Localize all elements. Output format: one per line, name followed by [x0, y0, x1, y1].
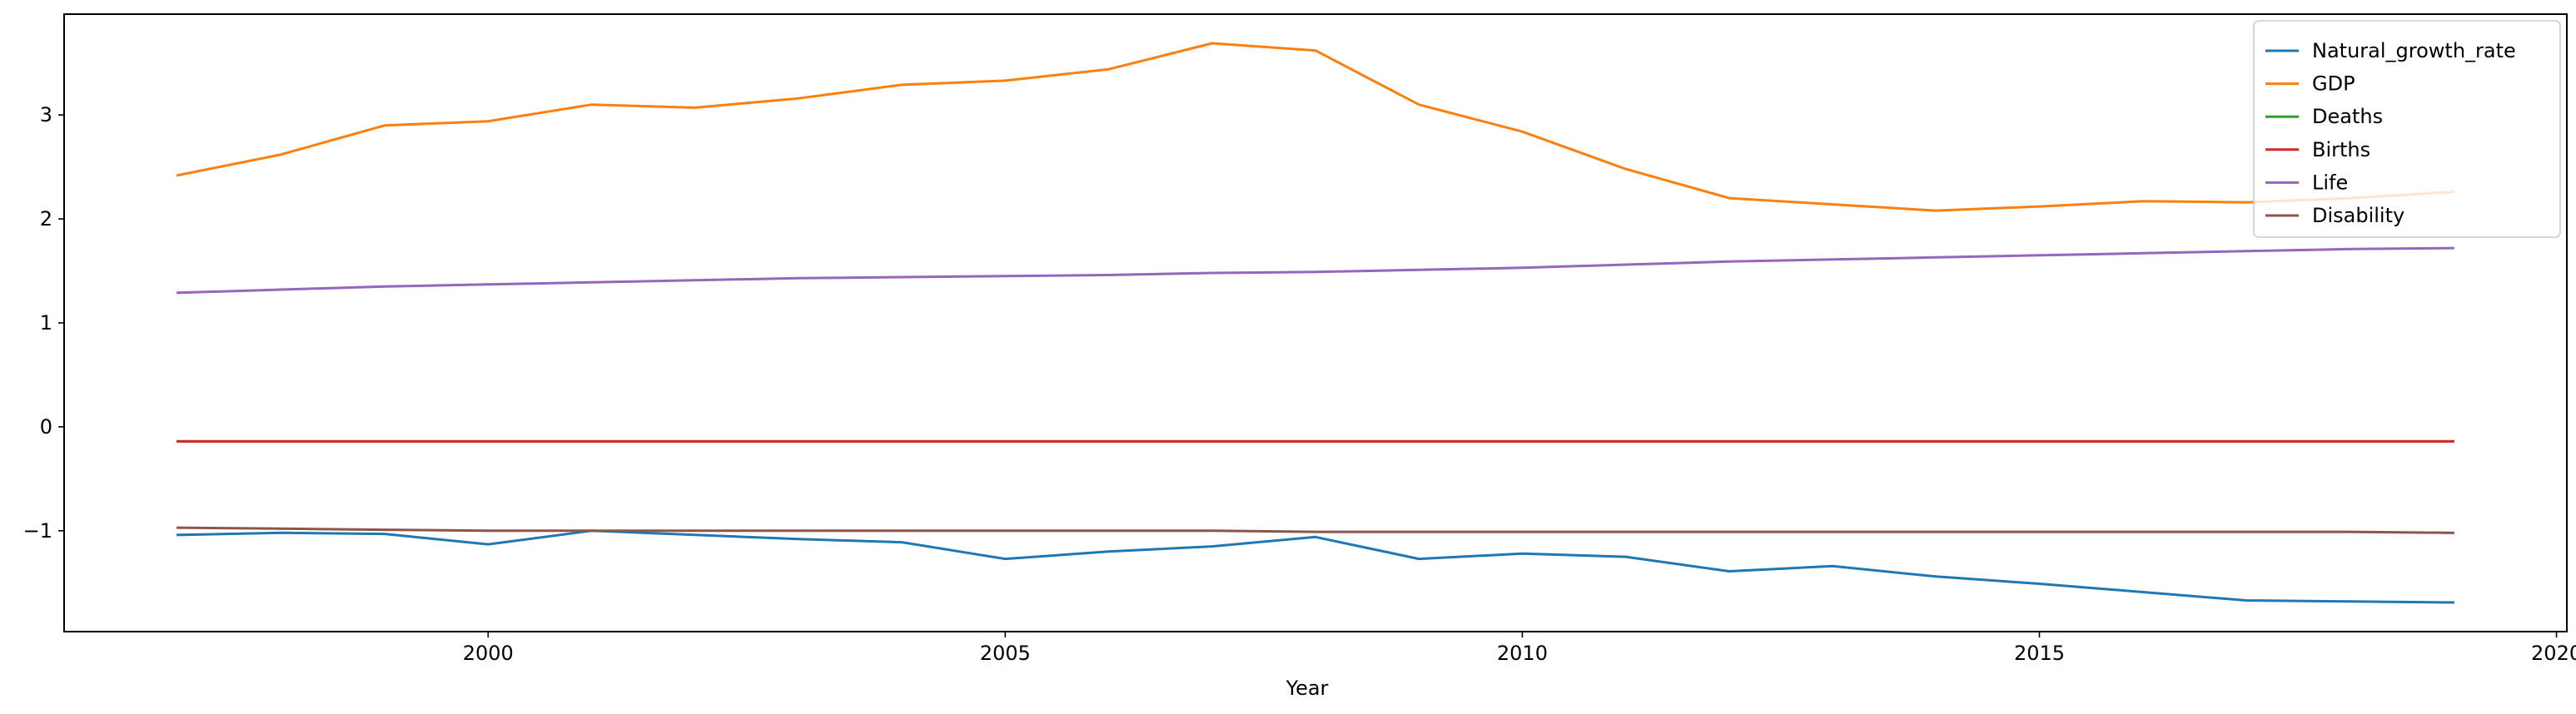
x-tick-label: 2005 — [980, 642, 1031, 665]
y-tick-label: 2 — [40, 207, 52, 231]
legend-label: Life — [2312, 171, 2348, 194]
legend-label: Disability — [2312, 204, 2404, 227]
legend: Natural_growth_rate GDP Deaths Births Life Di… — [2253, 20, 2561, 238]
y-tick-label: 0 — [40, 415, 52, 439]
y-tick-label: 1 — [40, 311, 52, 335]
series-line-disability — [177, 526, 2454, 534]
series-line-natural-growth-rate — [177, 529, 2454, 604]
x-tick-label: 2020 — [2531, 642, 2576, 665]
x-axis: 2000 2005 2010 2015 2020 — [463, 632, 2576, 665]
legend-label: Natural_growth_rate — [2312, 39, 2516, 62]
y-tick-label: 3 — [40, 103, 52, 126]
x-tick-label: 2010 — [1497, 642, 1548, 665]
legend-label: GDP — [2312, 72, 2355, 96]
legend-box — [2253, 20, 2561, 238]
y-tick-label: −1 — [23, 519, 52, 543]
x-tick-label: 2000 — [463, 642, 514, 665]
legend-label: Deaths — [2312, 105, 2383, 128]
y-axis: −1 0 1 2 3 — [23, 103, 64, 543]
series-line-life — [177, 246, 2454, 295]
series-layer — [176, 42, 2454, 604]
x-axis-title: Year — [1286, 677, 1329, 700]
x-tick-label: 2015 — [2014, 642, 2065, 665]
legend-label: Births — [2312, 138, 2370, 161]
series-line-gdp — [176, 42, 2454, 212]
